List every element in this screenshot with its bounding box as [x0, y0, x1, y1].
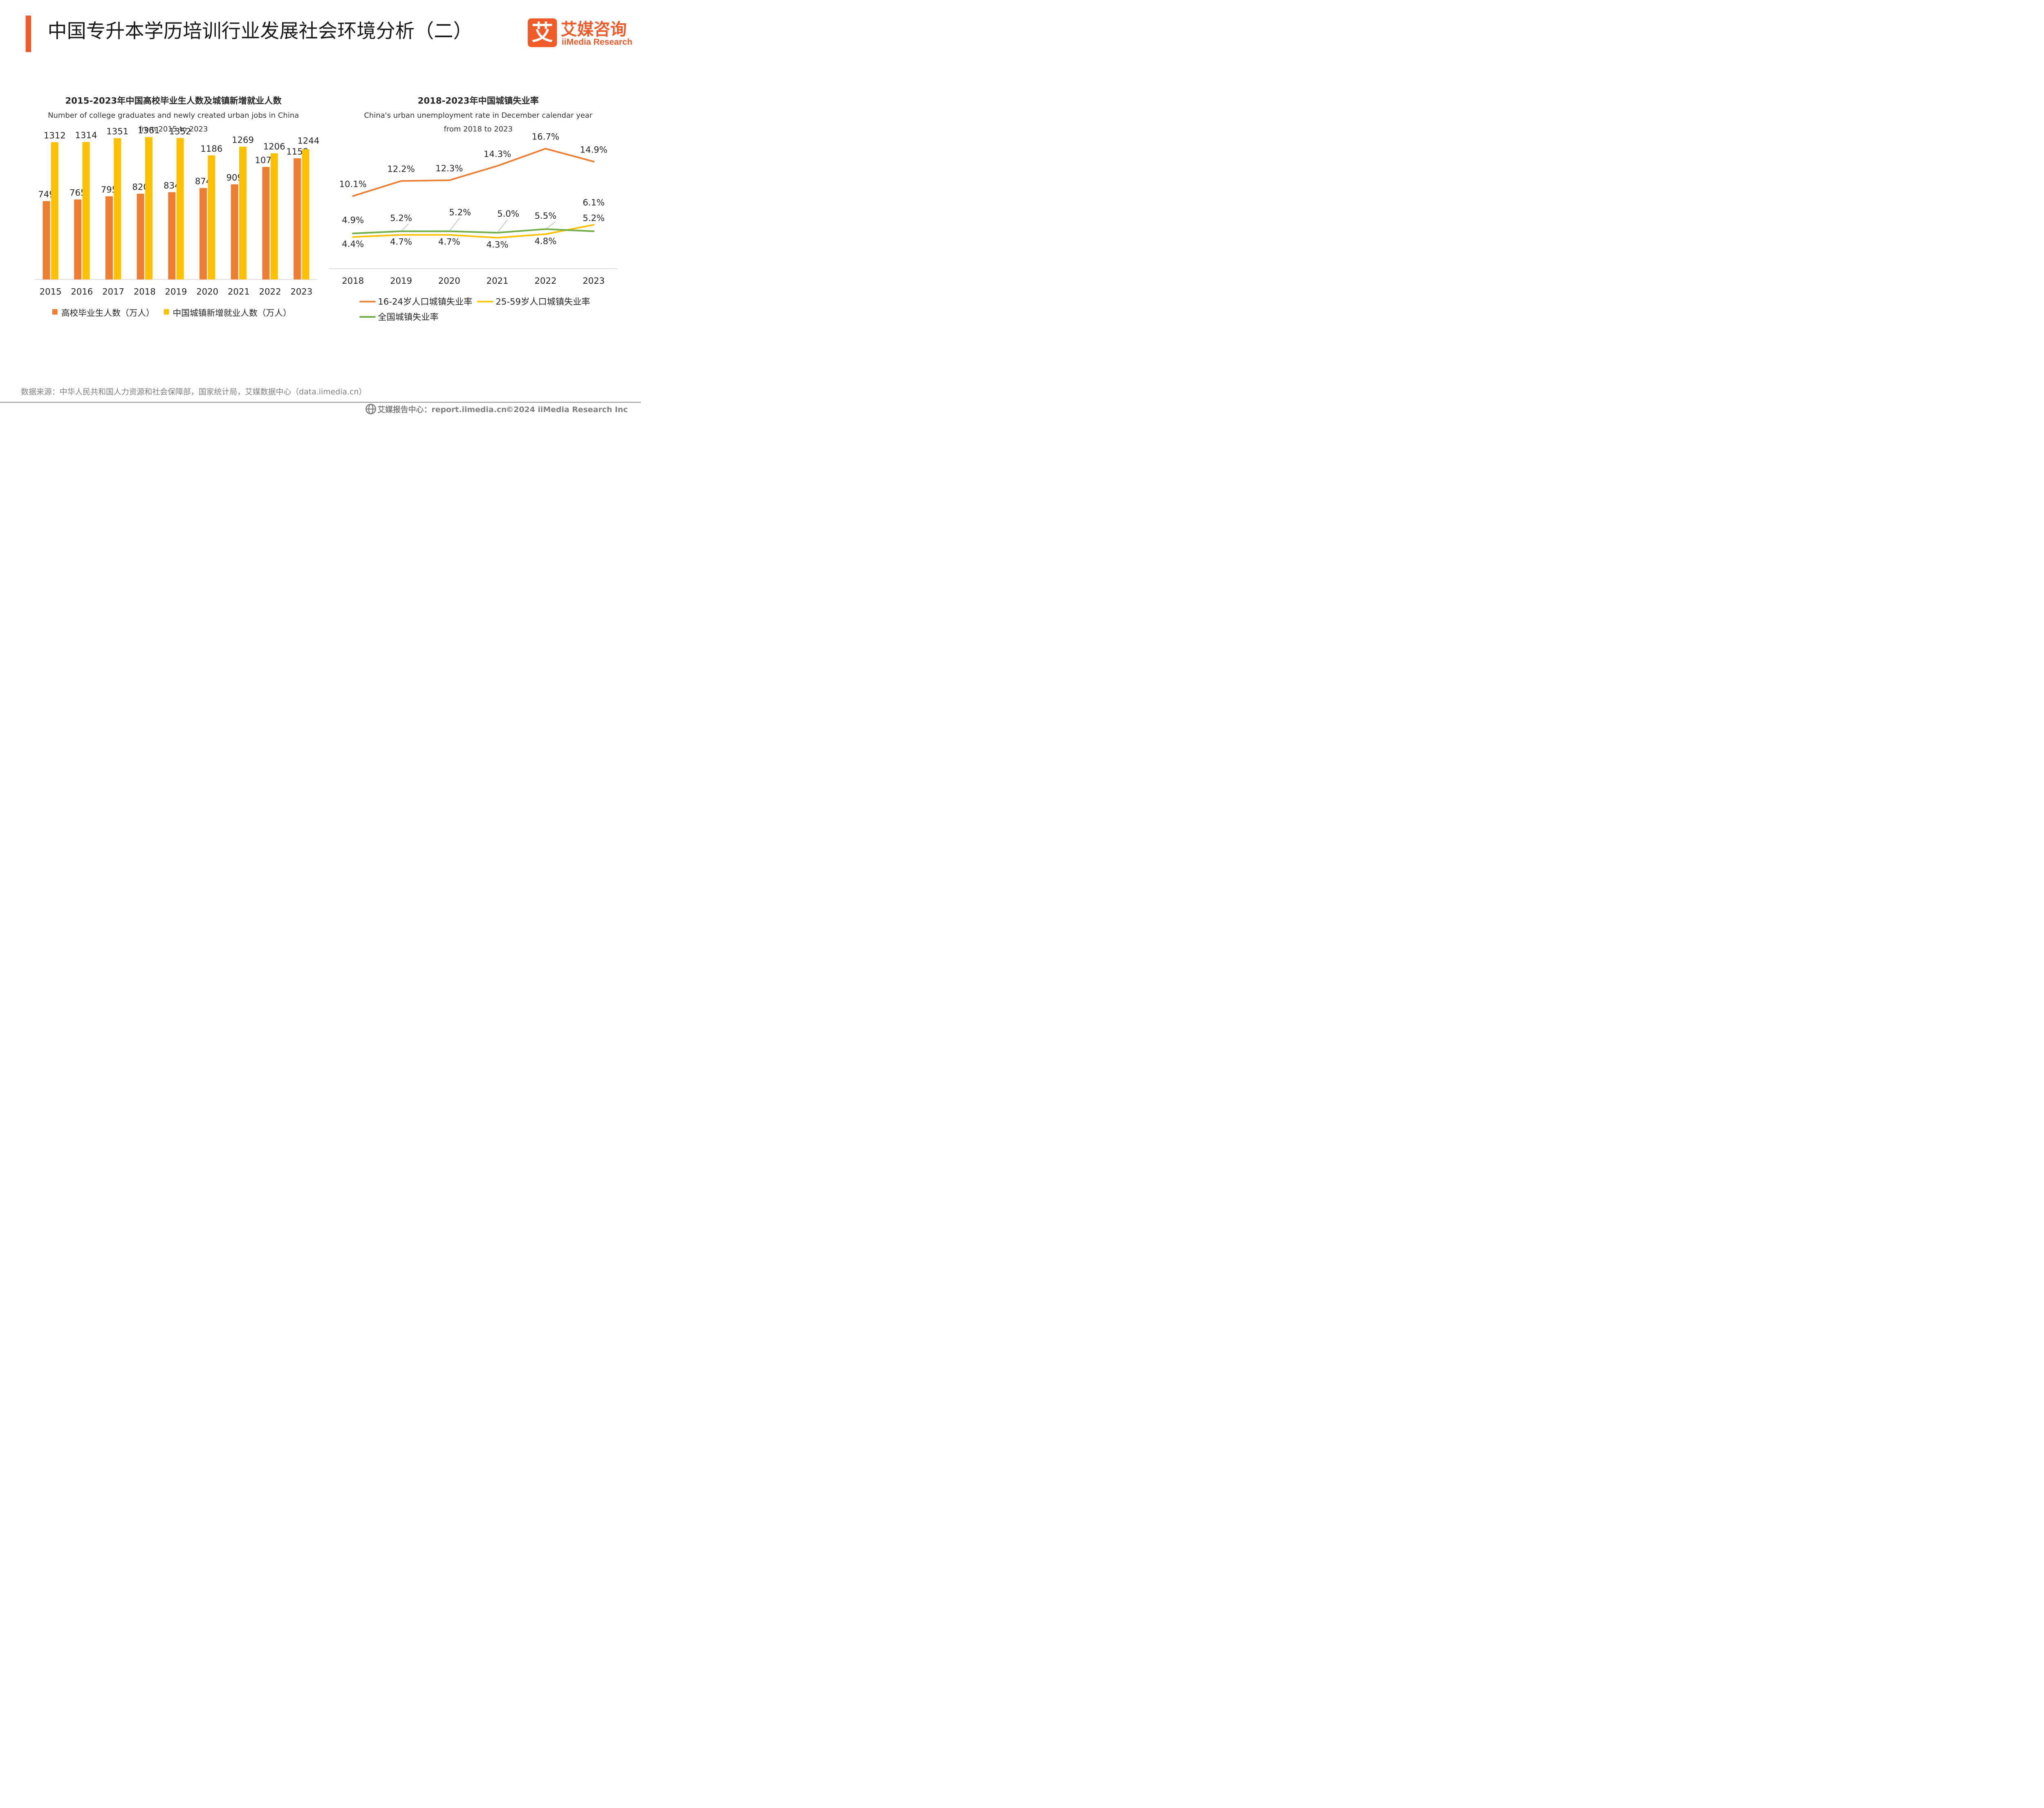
bar-x-tick-2018: 2018 [134, 286, 156, 296]
line-value-label-national-2022: 5.5% [535, 211, 557, 221]
line-label-leader-2019 [401, 223, 409, 232]
page-canvas: 中国专升本学历培训行业发展社会环境分析（二） 艾 艾媒咨询 iiMedia Re… [0, 0, 641, 417]
bar-x-tick-2016: 2016 [71, 286, 93, 296]
line-legend-label-prime-age: 25-59岁人口城镇失业率 [496, 296, 590, 307]
bar-new-jobs-2019 [176, 138, 184, 280]
line-legend-label-national: 全国城镇失业率 [378, 312, 438, 322]
line-value-label-youth-2023: 14.9% [580, 144, 607, 155]
bar-new-jobs-2015 [51, 142, 58, 280]
bar-value-label-new-jobs-2023: 1244 [297, 135, 319, 146]
bar-graduates-2015 [43, 201, 50, 280]
bar-x-tick-2021: 2021 [228, 286, 250, 296]
bar-value-label-new-jobs-2016: 1314 [75, 130, 97, 140]
bar-chart-title: 2015-2023年中国高校毕业生人数及城镇新增就业人数 [65, 96, 282, 106]
bar-x-tick-2019: 2019 [165, 286, 187, 296]
bar-new-jobs-2023 [302, 149, 309, 280]
line-value-label-youth-2021: 14.3% [484, 149, 511, 159]
bar-graduates-2018 [137, 193, 144, 280]
line-x-tick-2022: 2022 [535, 276, 557, 286]
bar-graduates-2020 [199, 188, 207, 280]
bar-graduates-2017 [105, 196, 113, 280]
bar-chart: 2015-2023年中国高校毕业生人数及城镇新增就业人数 Number of c… [35, 96, 319, 318]
bar-chart-subtitle-2: from 2015 to 2023 [139, 125, 208, 134]
brand-logo: 艾 艾媒咨询 iiMedia Research [527, 18, 632, 47]
line-value-label-youth-2020: 12.3% [435, 163, 463, 173]
line-value-label-national-2020: 5.2% [449, 207, 471, 217]
bar-graduates-2019 [168, 192, 176, 280]
bar-legend-swatch-0 [52, 309, 58, 315]
line-x-tick-2023: 2023 [583, 276, 605, 286]
line-value-label-prime-age-2023: 6.1% [583, 197, 605, 208]
bar-value-label-new-jobs-2019: 1352 [169, 126, 191, 136]
bar-value-label-new-jobs-2022: 1206 [263, 141, 285, 152]
bar-legend-swatch-1 [164, 309, 169, 315]
line-value-label-national-2019: 5.2% [390, 213, 412, 223]
line-value-label-prime-age-2019: 4.7% [390, 237, 412, 247]
line-series-prime-age [352, 224, 595, 239]
bar-chart-subtitle-1: Number of college graduates and newly cr… [48, 111, 299, 120]
bar-x-tick-2017: 2017 [102, 286, 124, 296]
footer-globe-icon [365, 404, 377, 415]
line-value-label-youth-2022: 16.7% [532, 132, 559, 142]
line-x-tick-2019: 2019 [390, 276, 412, 286]
bar-x-tick-2015: 2015 [40, 286, 62, 296]
line-value-label-national-2018: 4.9% [342, 215, 364, 225]
bar-graduates-2016 [74, 199, 82, 280]
page-title: 中国专升本学历培训行业发展社会环境分析（二） [47, 20, 473, 43]
line-label-leader-2022 [545, 221, 556, 229]
line-value-label-youth-2019: 12.2% [387, 164, 415, 174]
line-chart-subtitle-2: from 2018 to 2023 [444, 125, 513, 134]
bar-new-jobs-2018 [145, 137, 152, 280]
bar-graduates-2021 [231, 184, 238, 280]
line-value-label-prime-age-2022: 4.8% [535, 236, 557, 246]
footer-copyright: ©2024 iiMedia Research Inc [506, 405, 628, 414]
bar-legend-label-0: 高校毕业生人数（万人） [61, 308, 155, 318]
logo-name-cn: 艾媒咨询 [561, 20, 627, 39]
bar-new-jobs-2021 [239, 146, 247, 280]
line-x-tick-2020: 2020 [438, 276, 460, 286]
line-value-label-prime-age-2020: 4.7% [438, 237, 460, 247]
logo-name-en: iiMedia Research [562, 37, 632, 47]
bar-new-jobs-2017 [114, 138, 121, 280]
bar-value-label-new-jobs-2021: 1269 [232, 135, 254, 145]
report-page: 中国专升本学历培训行业发展社会环境分析（二） 艾 艾媒咨询 iiMedia Re… [0, 0, 641, 417]
page-background [0, 0, 641, 417]
bar-value-label-new-jobs-2018: 1361 [138, 125, 160, 135]
line-value-label-prime-age-2021: 4.3% [486, 240, 509, 250]
line-value-label-national-2023: 5.2% [583, 213, 605, 223]
bar-value-label-new-jobs-2020: 1186 [200, 144, 222, 154]
bar-x-tick-2020: 2020 [196, 286, 218, 296]
bar-x-tick-2022: 2022 [259, 286, 281, 296]
line-value-label-prime-age-2018: 4.4% [342, 239, 364, 249]
bar-legend-label-1: 中国城镇新增就业人数（万人） [173, 308, 291, 318]
bar-new-jobs-2020 [208, 155, 215, 280]
bar-x-tick-2023: 2023 [290, 286, 312, 296]
line-x-tick-2018: 2018 [342, 276, 364, 286]
bar-new-jobs-2022 [270, 153, 278, 280]
line-series-youth [352, 148, 595, 197]
logo-mark-char: 艾 [531, 20, 553, 45]
title-accent-bar [25, 16, 31, 52]
bar-graduates-2022 [262, 167, 270, 280]
line-value-label-youth-2018: 10.1% [339, 179, 367, 189]
line-chart: 2018-2023年中国城镇失业率 China's urban unemploy… [329, 96, 617, 322]
line-chart-subtitle-1: China's urban unemployment rate in Decem… [364, 111, 592, 120]
line-x-tick-2021: 2021 [486, 276, 509, 286]
line-label-leader-2020 [449, 218, 460, 231]
line-value-label-national-2021: 5.0% [497, 209, 519, 219]
line-label-leader-2021 [497, 219, 508, 233]
bar-value-label-new-jobs-2015: 1312 [44, 130, 66, 141]
line-chart-title: 2018-2023年中国城镇失业率 [418, 96, 539, 106]
data-source: 数据来源：中华人民共和国人力资源和社会保障部，国家统计局，艾媒数据中心（data… [21, 388, 366, 397]
bar-value-label-new-jobs-2017: 1351 [106, 126, 128, 137]
line-series-national [352, 228, 595, 234]
bar-new-jobs-2016 [82, 142, 90, 280]
bar-graduates-2023 [294, 158, 301, 280]
footer-report-link[interactable]: 艾媒报告中心：report.iimedia.cn [377, 405, 507, 414]
logo-mark-icon [527, 18, 557, 47]
line-legend-label-youth: 16-24岁人口城镇失业率 [378, 296, 472, 307]
